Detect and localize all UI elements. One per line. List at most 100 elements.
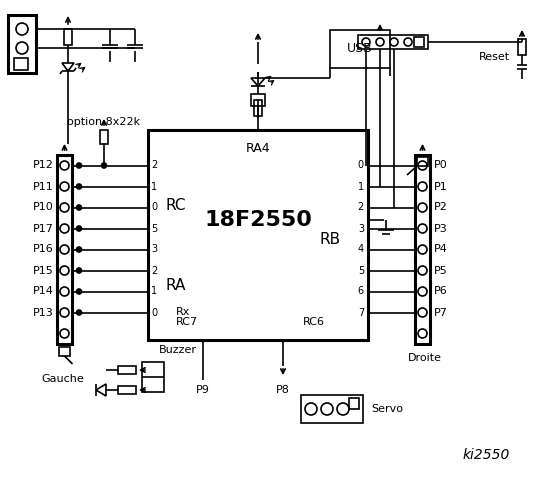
Circle shape — [418, 161, 427, 170]
Bar — [417, 157, 428, 166]
Text: P17: P17 — [33, 224, 54, 233]
Bar — [349, 398, 359, 409]
Circle shape — [418, 182, 427, 191]
Text: RB: RB — [320, 232, 341, 248]
Text: P15: P15 — [33, 265, 54, 276]
Text: 18F2550: 18F2550 — [204, 210, 312, 230]
Text: 5: 5 — [358, 265, 364, 276]
Text: Buzzer: Buzzer — [159, 345, 197, 355]
Text: P14: P14 — [33, 287, 54, 297]
Circle shape — [76, 247, 81, 252]
Bar — [358, 35, 428, 49]
Text: P3: P3 — [434, 224, 448, 233]
Circle shape — [418, 308, 427, 317]
Text: 7: 7 — [358, 308, 364, 317]
Bar — [64, 29, 72, 45]
Text: P0: P0 — [434, 160, 448, 170]
Circle shape — [76, 184, 81, 189]
Text: RA4: RA4 — [246, 142, 270, 155]
Bar — [254, 100, 262, 116]
Bar — [118, 386, 136, 394]
Circle shape — [60, 182, 69, 191]
Text: 5: 5 — [151, 224, 157, 233]
Text: P6: P6 — [434, 287, 448, 297]
Circle shape — [305, 403, 317, 415]
Circle shape — [76, 226, 81, 231]
Circle shape — [418, 203, 427, 212]
Text: P11: P11 — [33, 181, 54, 192]
Text: 1: 1 — [151, 181, 157, 192]
Text: RC: RC — [166, 197, 186, 213]
Circle shape — [60, 308, 69, 317]
Circle shape — [390, 38, 398, 46]
Bar — [142, 362, 164, 392]
Circle shape — [321, 403, 333, 415]
Text: ki2550: ki2550 — [463, 448, 510, 462]
Text: 2: 2 — [358, 203, 364, 213]
Bar — [330, 30, 390, 68]
Text: 4: 4 — [358, 244, 364, 254]
Text: RA: RA — [166, 277, 186, 292]
Bar — [14, 58, 28, 70]
Circle shape — [60, 203, 69, 212]
Bar — [57, 155, 72, 344]
Bar — [59, 347, 70, 356]
Bar — [8, 15, 36, 73]
Circle shape — [76, 289, 81, 294]
Text: 1: 1 — [358, 181, 364, 192]
Circle shape — [362, 38, 370, 46]
Bar — [251, 94, 265, 106]
Circle shape — [16, 23, 28, 35]
Circle shape — [60, 329, 69, 338]
Text: P8: P8 — [276, 385, 290, 395]
Circle shape — [76, 268, 81, 273]
Text: option 8x22k: option 8x22k — [67, 117, 140, 127]
Circle shape — [418, 245, 427, 254]
Text: 2: 2 — [151, 160, 157, 170]
Circle shape — [60, 245, 69, 254]
Text: P16: P16 — [33, 244, 54, 254]
Text: 0: 0 — [151, 203, 157, 213]
Text: 3: 3 — [358, 224, 364, 233]
Bar — [301, 395, 363, 423]
Circle shape — [60, 161, 69, 170]
Circle shape — [60, 266, 69, 275]
Circle shape — [60, 224, 69, 233]
Circle shape — [376, 38, 384, 46]
Text: P5: P5 — [434, 265, 448, 276]
Text: 2: 2 — [151, 265, 157, 276]
Text: 0: 0 — [358, 160, 364, 170]
Text: USB: USB — [347, 43, 373, 56]
Text: Gauche: Gauche — [41, 374, 84, 384]
Circle shape — [418, 329, 427, 338]
Circle shape — [60, 287, 69, 296]
Text: 3: 3 — [151, 244, 157, 254]
Bar — [518, 39, 526, 55]
Circle shape — [418, 224, 427, 233]
Circle shape — [16, 42, 28, 54]
Text: P1: P1 — [434, 181, 448, 192]
Text: P4: P4 — [434, 244, 448, 254]
Text: Servo: Servo — [371, 404, 403, 414]
Text: Reset: Reset — [479, 52, 510, 62]
Circle shape — [76, 310, 81, 315]
Text: RC6: RC6 — [303, 317, 325, 327]
Circle shape — [418, 287, 427, 296]
Text: P10: P10 — [33, 203, 54, 213]
Text: Rx: Rx — [176, 307, 190, 317]
Text: P12: P12 — [33, 160, 54, 170]
Circle shape — [337, 403, 349, 415]
Text: 1: 1 — [151, 287, 157, 297]
Bar — [118, 366, 136, 374]
Text: 0: 0 — [151, 308, 157, 317]
Text: Droite: Droite — [408, 353, 441, 363]
Bar — [414, 37, 424, 47]
Text: P13: P13 — [33, 308, 54, 317]
Bar — [100, 130, 108, 144]
Text: P2: P2 — [434, 203, 448, 213]
Circle shape — [76, 163, 81, 168]
Circle shape — [76, 205, 81, 210]
Text: RC7: RC7 — [176, 317, 198, 327]
Circle shape — [418, 266, 427, 275]
Bar — [148, 130, 368, 340]
